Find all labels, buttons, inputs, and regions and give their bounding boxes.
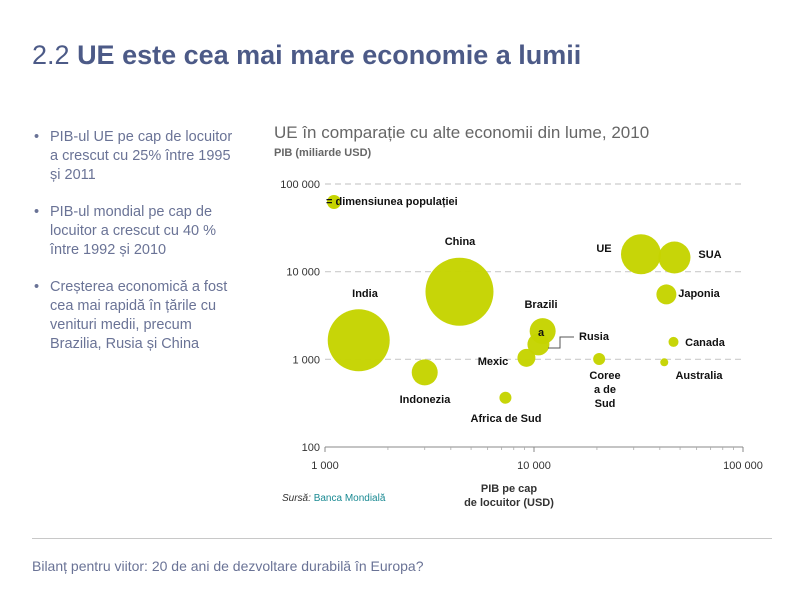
footer-divider xyxy=(32,538,772,539)
bubble xyxy=(425,257,494,326)
chart-subtitle: PIB (miliarde USD) xyxy=(274,147,372,159)
bullet-item: PIB-ul mondial pe cap de locuitor a cres… xyxy=(32,203,237,260)
data-label: Rusia xyxy=(579,331,610,343)
data-label: UE xyxy=(596,243,611,255)
data-label: India xyxy=(352,288,379,300)
y-tick-label: 100 xyxy=(302,442,320,454)
slide-footer: Bilanț pentru viitor: 20 de ani de dezvo… xyxy=(32,558,424,574)
x-tick-label: 100 000 xyxy=(723,460,763,472)
legend-bubble xyxy=(327,195,341,209)
data-label: SUA xyxy=(698,249,721,261)
axis-layer: 100 1 000 10 000 100 000 1 000 10 000 100 000 P… xyxy=(280,179,763,509)
chart-title: UE în comparație cu alte economii din lu… xyxy=(274,123,650,142)
source-label: Sursă: xyxy=(282,493,311,504)
data-label: Coree a de Sud xyxy=(589,370,620,410)
y-tick-label: 10 000 xyxy=(286,267,320,279)
bubble xyxy=(660,358,669,367)
data-label: Africa de Sud xyxy=(471,413,542,425)
slide-title-text: UE este cea mai mare economie a lumii xyxy=(77,40,582,70)
bubble xyxy=(658,241,691,274)
bubble xyxy=(620,234,661,275)
leader-line xyxy=(548,336,574,349)
bubble xyxy=(517,348,536,367)
bullet-list: PIB-ul UE pe cap de locuitor a crescut c… xyxy=(32,128,237,372)
bubble xyxy=(656,284,677,305)
source-note: Sursă: Banca Mondială xyxy=(282,493,385,504)
source-link[interactable]: Banca Mondială xyxy=(313,493,386,504)
slide-title-number: 2.2 xyxy=(32,40,70,70)
label-layer: = dimensiunea populației China India UE SUA J… xyxy=(326,195,726,425)
bubble xyxy=(327,309,390,372)
bullet-item: PIB-ul UE pe cap de locuitor a crescut c… xyxy=(32,128,237,185)
slide-title: 2.2 UE este cea mai mare economie a lumi… xyxy=(32,40,581,71)
data-label: Australia xyxy=(675,370,723,382)
legend-label: = dimensiunea populației xyxy=(326,196,458,208)
data-label: China xyxy=(445,236,476,248)
x-tick-label: 1 000 xyxy=(311,460,339,472)
bubble xyxy=(411,359,438,386)
bubble-layer xyxy=(327,234,691,404)
data-label: Canada xyxy=(685,337,726,349)
bubble xyxy=(593,352,606,365)
y-tick-label: 100 000 xyxy=(280,179,320,191)
data-label: Mexic xyxy=(478,356,509,368)
y-tick-label: 1 000 xyxy=(292,354,320,366)
x-tick-label: 10 000 xyxy=(517,460,551,472)
x-axis-label: PIB pe cap de locuitor (USD) xyxy=(464,483,554,509)
bullet-item: Creșterea economică a fost cea mai rapid… xyxy=(32,278,237,354)
data-label: Japonia xyxy=(678,288,720,300)
bubble xyxy=(527,333,550,356)
data-label: Brazili a xyxy=(524,299,557,339)
bubble xyxy=(499,391,512,404)
data-label: Indonezia xyxy=(400,394,452,406)
bubble xyxy=(668,336,679,347)
